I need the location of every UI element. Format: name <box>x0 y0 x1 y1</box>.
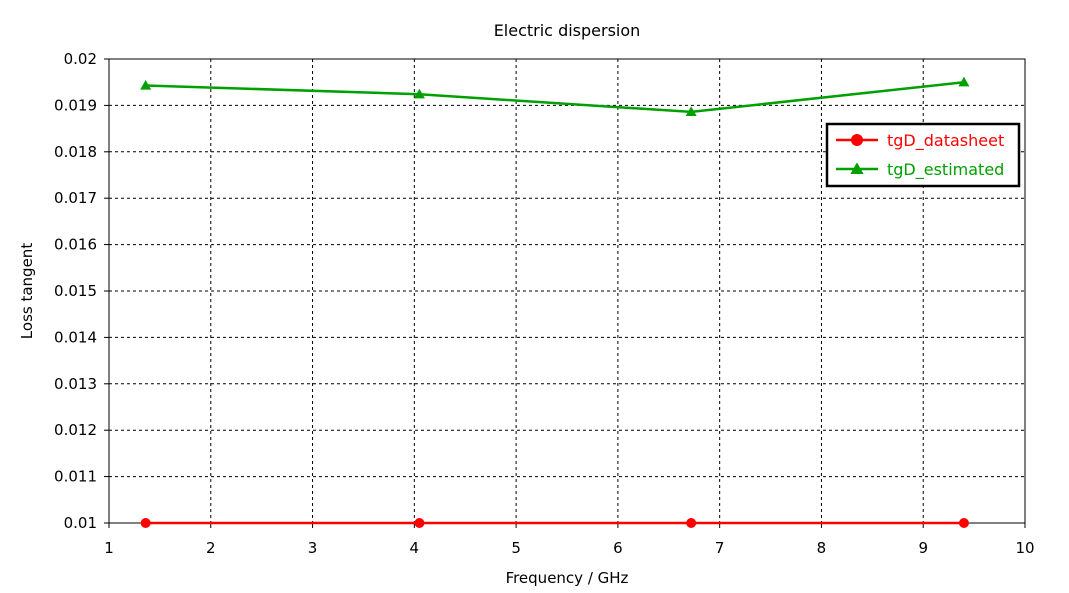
x-tick-label: 6 <box>613 539 623 557</box>
x-tick-label: 2 <box>206 539 216 557</box>
x-axis-label: Frequency / GHz <box>506 569 629 587</box>
data-point <box>958 518 969 528</box>
series-line <box>145 80 965 114</box>
legend-label: tgD_estimated <box>887 160 1004 180</box>
legend-label: tgD_datasheet <box>887 131 1004 151</box>
x-tick-label: 10 <box>1015 539 1034 557</box>
data-point <box>414 518 425 528</box>
y-tick-label: 0.018 <box>54 143 97 161</box>
y-tick-label: 0.017 <box>54 189 97 207</box>
series-tgD_estimated <box>140 76 970 117</box>
legend-box <box>825 122 1021 188</box>
data-point <box>685 106 697 117</box>
x-tick-label: 9 <box>918 539 928 557</box>
series-layer <box>140 76 970 528</box>
x-tick-label: 5 <box>511 539 521 557</box>
y-tick-label: 0.02 <box>64 50 97 68</box>
y-tick-label: 0.01 <box>64 514 97 532</box>
data-point <box>140 518 151 528</box>
series-tgD_datasheet <box>140 518 969 528</box>
data-point <box>851 134 863 146</box>
grid <box>109 59 1025 523</box>
y-axis-ticks: 0.01 0.011 0.012 0.013 0.014 0.015 0.016 0.017 0… <box>54 50 109 532</box>
y-tick-label: 0.014 <box>54 328 97 346</box>
y-tick-label: 0.019 <box>54 96 97 114</box>
legend-entry: tgD_datasheet <box>836 131 1004 151</box>
legend: tgD_datasheet tgD_estimated <box>825 122 1021 188</box>
chart-title: Electric dispersion <box>494 21 641 40</box>
y-tick-label: 0.015 <box>54 282 97 300</box>
y-tick-label: 0.016 <box>54 236 97 254</box>
x-tick-label: 1 <box>104 539 114 557</box>
data-point <box>413 88 425 99</box>
x-tick-label: 4 <box>410 539 420 557</box>
x-tick-label: 7 <box>715 539 725 557</box>
legend-entry: tgD_estimated <box>836 160 1004 180</box>
x-tick-label: 8 <box>817 539 827 557</box>
data-point <box>850 162 864 174</box>
y-tick-label: 0.013 <box>54 375 97 393</box>
y-tick-label: 0.012 <box>54 421 97 439</box>
y-axis-label: Loss tangent <box>18 243 36 340</box>
y-tick-label: 0.011 <box>54 468 97 486</box>
data-point <box>686 518 697 528</box>
x-axis-ticks: 1 2 3 4 5 6 7 8 9 10 <box>104 523 1035 557</box>
data-point <box>958 76 970 87</box>
data-point <box>140 79 152 90</box>
x-tick-label: 3 <box>308 539 318 557</box>
